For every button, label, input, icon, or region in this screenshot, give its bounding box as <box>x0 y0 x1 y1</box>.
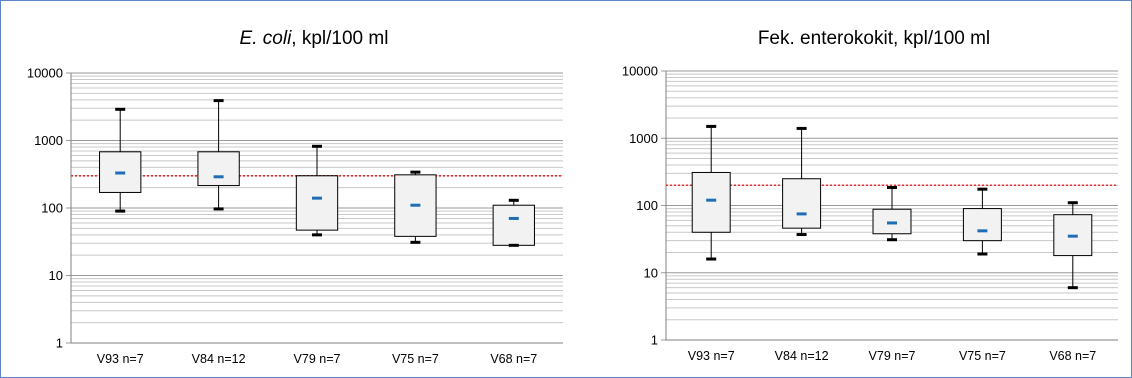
c1-box <box>197 151 240 187</box>
chart-title-1-italic: E. coli <box>239 28 292 49</box>
c1-y-tick-label: 10 <box>49 268 63 283</box>
c2-x-category-label: V68 n=7 <box>1049 349 1096 363</box>
c1-y-tick-label: 10000 <box>27 66 63 81</box>
chart-title-1: E. coli, kpl/100 ml <box>214 28 414 50</box>
c2-x-category-label: V84 n=12 <box>775 349 829 363</box>
c1-y-tick-label: 1000 <box>34 133 63 148</box>
c1-x-category-label: V84 n=12 <box>192 352 246 366</box>
c2-box <box>962 208 1002 242</box>
c2-y-tick-label: 10000 <box>622 64 658 79</box>
c1-box <box>492 204 535 246</box>
c2-x-category-label: V93 n=7 <box>688 349 735 363</box>
c1-x-category-label: V79 n=7 <box>294 352 341 366</box>
c2-box <box>782 178 822 229</box>
c1-y-tick-label: 1 <box>56 336 63 351</box>
c1-y-tick-label: 100 <box>41 201 63 216</box>
c2-x-category-label: V75 n=7 <box>959 349 1006 363</box>
c2-x-category-label: V79 n=7 <box>869 349 916 363</box>
c2-y-tick-label: 1 <box>651 333 658 348</box>
c2-y-tick-label: 10 <box>644 265 658 280</box>
c2-y-tick-label: 1000 <box>629 131 658 146</box>
c1-x-category-label: V75 n=7 <box>392 352 439 366</box>
chart-title-2: Fek. enterokokit, kpl/100 ml <box>714 28 1034 50</box>
chart-title-1-rest: , kpl/100 ml <box>291 28 389 49</box>
c1-x-category-label: V93 n=7 <box>97 352 144 366</box>
c1-box <box>295 175 339 231</box>
c1-x-category-label: V68 n=7 <box>490 352 537 366</box>
chart-title-2-rest: Fek. enterokokit, kpl/100 ml <box>757 28 991 49</box>
c2-y-tick-label: 100 <box>636 198 658 213</box>
c2-box <box>691 171 731 233</box>
